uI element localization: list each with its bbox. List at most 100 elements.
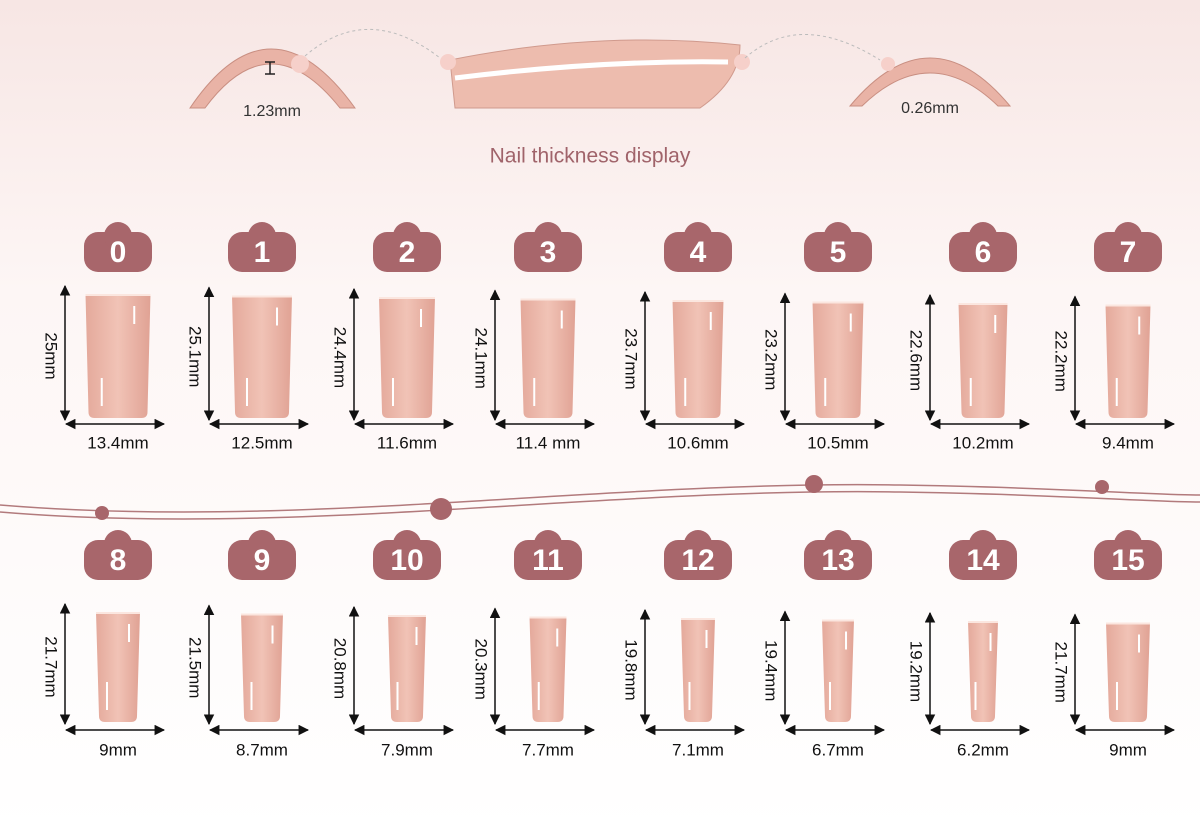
badge-bump	[534, 222, 562, 250]
nail	[672, 300, 724, 418]
length-label: 23.7mm	[622, 328, 641, 389]
size-label: 9	[254, 544, 271, 577]
size-label: 14	[966, 544, 1000, 577]
badge	[949, 232, 1017, 272]
size-label: 10	[390, 544, 423, 577]
badge	[373, 540, 441, 580]
thin-label: 0.26mm	[901, 100, 959, 117]
width-label: 9mm	[99, 740, 137, 759]
width-label: 7.9mm	[381, 740, 433, 759]
nail	[812, 301, 864, 418]
badge	[804, 232, 872, 272]
width-label: 8.7mm	[236, 740, 288, 759]
connector	[744, 34, 881, 61]
width-label: 7.1mm	[672, 740, 724, 759]
side-nail	[449, 39, 741, 109]
badge-bump	[824, 530, 852, 558]
badge	[514, 232, 582, 272]
size-label: 0	[110, 236, 127, 269]
badge-bump	[969, 530, 997, 558]
badge-bump	[684, 530, 712, 558]
size-label: 1	[254, 236, 271, 269]
length-label: 21.7mm	[1052, 642, 1071, 703]
badge	[514, 540, 582, 580]
badge	[804, 540, 872, 580]
size-label: 8	[110, 544, 127, 577]
caption: Nail thickness display	[490, 145, 691, 168]
nail	[1106, 622, 1150, 722]
length-label: 19.8mm	[622, 639, 641, 700]
width-label: 12.5mm	[231, 433, 292, 452]
badge	[373, 232, 441, 272]
length-label: 19.4mm	[762, 640, 781, 701]
badge	[1094, 232, 1162, 272]
length-label: 20.8mm	[331, 638, 350, 699]
badge	[84, 232, 152, 272]
nail	[379, 297, 435, 418]
badge-bump	[534, 530, 562, 558]
dot	[881, 57, 895, 71]
badge	[664, 540, 732, 580]
badge	[228, 232, 296, 272]
divider	[0, 490, 1200, 520]
size-label: 15	[1111, 544, 1144, 577]
badge	[84, 540, 152, 580]
size-label: 5	[830, 236, 847, 269]
thick-label: 1.23mm	[243, 103, 301, 120]
width-label: 6.2mm	[957, 740, 1009, 759]
badge-bump	[393, 530, 421, 558]
badge-bump	[248, 222, 276, 250]
size-label: 6	[975, 236, 992, 269]
nail	[520, 298, 576, 418]
dot	[805, 475, 823, 493]
width-label: 9.4mm	[1102, 433, 1154, 452]
badge-bump	[969, 222, 997, 250]
nail	[958, 303, 1008, 418]
dot	[440, 54, 456, 70]
nail	[241, 613, 283, 722]
badge	[949, 540, 1017, 580]
dot	[1095, 480, 1109, 494]
connector	[304, 28, 446, 63]
length-label: 25mm	[42, 332, 61, 379]
width-label: 9mm	[1109, 740, 1147, 759]
width-label: 7.7mm	[522, 740, 574, 759]
width-label: 10.6mm	[667, 433, 728, 452]
thick-arc	[189, 48, 356, 109]
nail	[968, 621, 998, 722]
badge	[664, 232, 732, 272]
nail	[681, 618, 715, 722]
width-label: 6.7mm	[812, 740, 864, 759]
length-label: 22.2mm	[1052, 331, 1071, 392]
nail	[96, 612, 140, 722]
width-label: 11.4 mm	[516, 433, 581, 452]
width-label: 11.6mm	[377, 433, 437, 452]
width-label: 13.4mm	[87, 433, 148, 452]
size-label: 11	[532, 544, 564, 577]
length-label: 24.4mm	[331, 327, 350, 388]
dot	[95, 506, 109, 520]
dot	[291, 55, 309, 73]
side-shine	[454, 59, 729, 81]
size-label: 2	[399, 236, 416, 269]
length-label: 21.7mm	[42, 636, 61, 697]
length-label: 20.3mm	[472, 639, 491, 700]
size-label: 3	[540, 236, 557, 269]
badge-bump	[684, 222, 712, 250]
nail	[232, 295, 292, 418]
width-label: 10.2mm	[952, 433, 1013, 452]
dot	[734, 54, 750, 70]
nail	[388, 615, 426, 722]
nail	[85, 294, 151, 418]
size-label: 12	[681, 544, 714, 577]
badge-bump	[824, 222, 852, 250]
size-label: 13	[821, 544, 854, 577]
badge-bump	[393, 222, 421, 250]
width-label: 10.5mm	[807, 433, 868, 452]
badge	[228, 540, 296, 580]
length-label: 23.2mm	[762, 329, 781, 390]
size-label: 4	[690, 236, 707, 269]
badge	[1094, 540, 1162, 580]
